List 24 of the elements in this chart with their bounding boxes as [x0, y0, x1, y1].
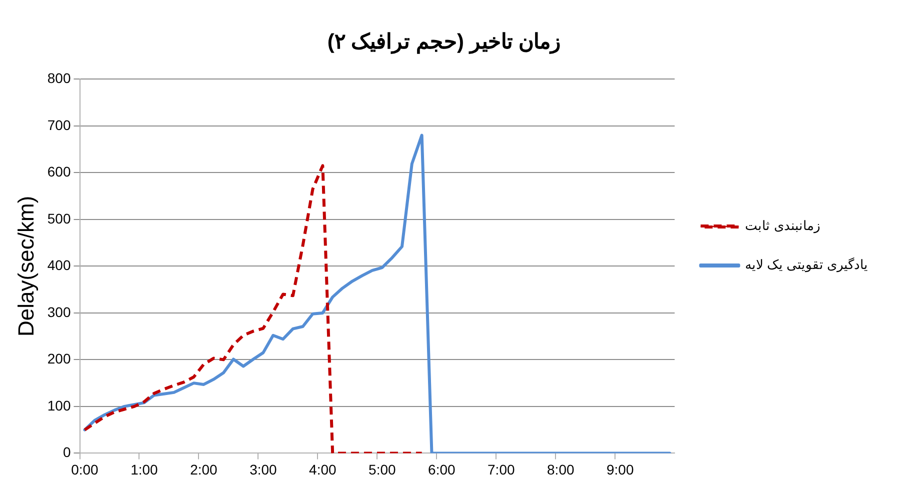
- x-tick-label: 1:00: [130, 461, 158, 478]
- y-tick-label: 600: [47, 164, 71, 180]
- legend-label: یادگیری تقویتی یک لایه: [745, 257, 868, 274]
- x-tick-label: 4:00: [309, 461, 337, 478]
- x-tick-label: 8:00: [547, 461, 574, 478]
- x-tick-label: 6:00: [428, 461, 456, 478]
- y-tick-label: 700: [47, 116, 71, 133]
- y-tick-label: 0: [62, 444, 71, 460]
- x-tick-label: 9:00: [606, 461, 634, 478]
- y-tick-label: 500: [47, 210, 71, 226]
- x-tick-label: 0:00: [71, 461, 99, 478]
- chart-title: زمان تاخیر (حجم ترافیک ۲): [327, 30, 561, 54]
- legend-label: زمانبندی ثابت: [745, 218, 820, 234]
- x-tick-label: 2:00: [190, 461, 218, 478]
- x-tick-label: 3:00: [250, 461, 278, 478]
- y-tick-label: 200: [47, 350, 71, 367]
- x-tick-label: 5:00: [368, 461, 396, 478]
- y-tick-label: 400: [47, 257, 71, 274]
- y-tick-label: 100: [47, 397, 71, 414]
- line-series: [83, 164, 424, 454]
- y-axis-title: Delay(sec/km): [13, 196, 38, 336]
- y-tick-label: 300: [47, 304, 71, 320]
- x-tick-label: 7:00: [488, 461, 515, 478]
- y-tick-label: 800: [47, 70, 71, 86]
